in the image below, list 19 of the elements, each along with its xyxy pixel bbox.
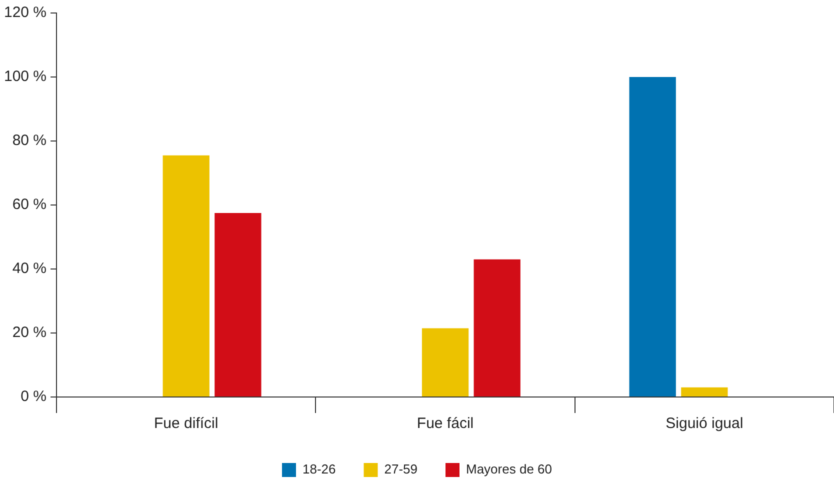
y-tick-label: 60 % [12,196,47,214]
bar [629,77,676,396]
x-tick-label: Fue fácil [416,415,474,432]
bar [214,213,262,396]
y-tick-label: 0 % [20,388,47,406]
y-tick-label: 20 % [12,324,47,342]
y-tick-label: 100 % [4,68,47,86]
bar [474,259,520,396]
y-tick-label: 120 % [4,4,47,22]
x-tick-label: Siguió igual [666,415,744,432]
bar [162,155,210,396]
legend-label: 27-59 [384,462,418,477]
legend-label: 18-26 [302,462,336,477]
x-tick-label: Fue difícil [154,415,218,432]
bar [681,387,728,396]
legend-label: Mayores de 60 [466,462,552,477]
bar [422,328,469,396]
y-tick-label: 80 % [12,132,47,150]
y-tick-label: 40 % [12,260,47,278]
